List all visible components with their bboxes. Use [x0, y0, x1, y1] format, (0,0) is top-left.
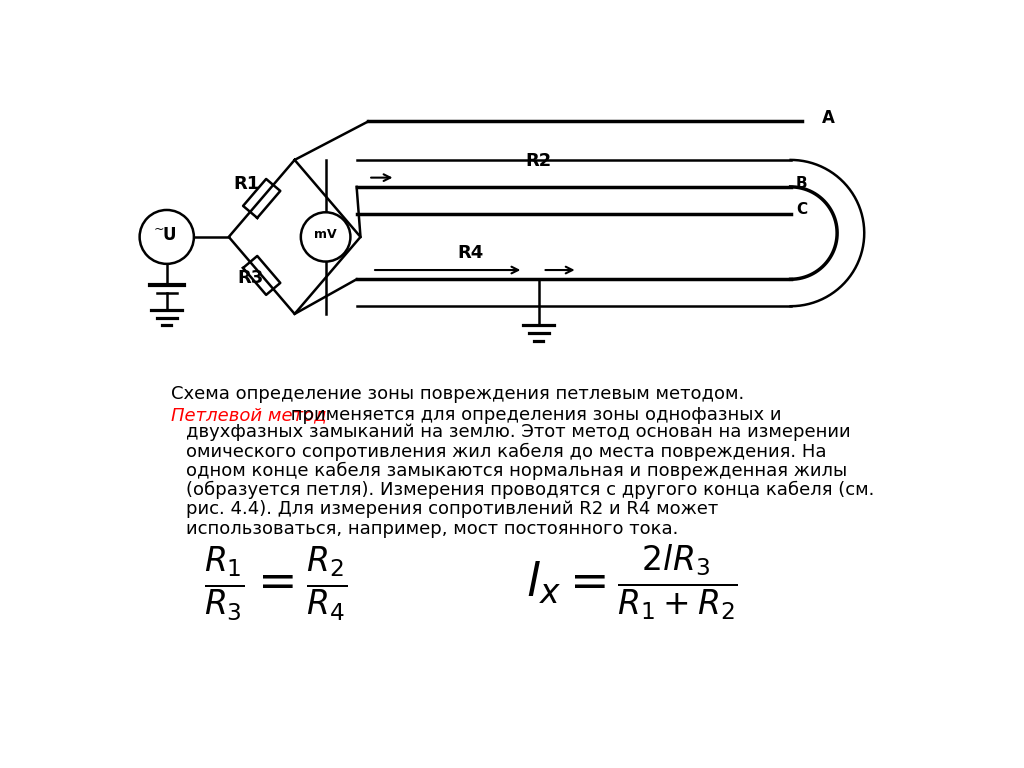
Text: R4: R4 — [458, 244, 484, 263]
Text: mV: mV — [314, 228, 337, 241]
Text: использоваться, например, мост постоянного тока.: использоваться, например, мост постоянно… — [186, 519, 679, 538]
Text: B: B — [796, 176, 808, 190]
Circle shape — [139, 210, 194, 264]
Text: одном конце кабеля замыкаются нормальная и поврежденная жилы: одном конце кабеля замыкаются нормальная… — [186, 462, 848, 480]
Text: A: A — [821, 108, 835, 127]
Text: Схема определение зоны повреждения петлевым методом.: Схема определение зоны повреждения петле… — [171, 385, 743, 402]
Text: двухфазных замыканий на землю. Этот метод основан на измерении: двухфазных замыканий на землю. Этот мето… — [186, 423, 851, 442]
Text: $\frac{R_1}{R_3} = \frac{R_2}{R_4}$: $\frac{R_1}{R_3} = \frac{R_2}{R_4}$ — [204, 544, 347, 623]
Text: U: U — [163, 227, 176, 244]
Text: рис. 4.4). Для измерения сопротивлений R2 и R4 может: рис. 4.4). Для измерения сопротивлений R… — [186, 500, 719, 518]
Text: R2: R2 — [525, 152, 552, 170]
Text: ~: ~ — [154, 223, 164, 236]
Circle shape — [301, 212, 350, 262]
Text: R1: R1 — [233, 175, 260, 194]
Text: применяется для определения зоны однофазных и: применяется для определения зоны однофаз… — [286, 406, 782, 425]
Text: R3: R3 — [238, 269, 263, 287]
Text: C: C — [796, 203, 807, 217]
Text: $l_x = \frac{2lR_3}{R_1 + R_2}$: $l_x = \frac{2lR_3}{R_1 + R_2}$ — [526, 543, 737, 624]
Text: омического сопротивления жил кабеля до места повреждения. На: омического сопротивления жил кабеля до м… — [186, 442, 826, 461]
Text: Петлевой метод: Петлевой метод — [171, 406, 327, 425]
Text: (образуется петля). Измерения проводятся с другого конца кабеля (см.: (образуется петля). Измерения проводятся… — [186, 481, 874, 499]
